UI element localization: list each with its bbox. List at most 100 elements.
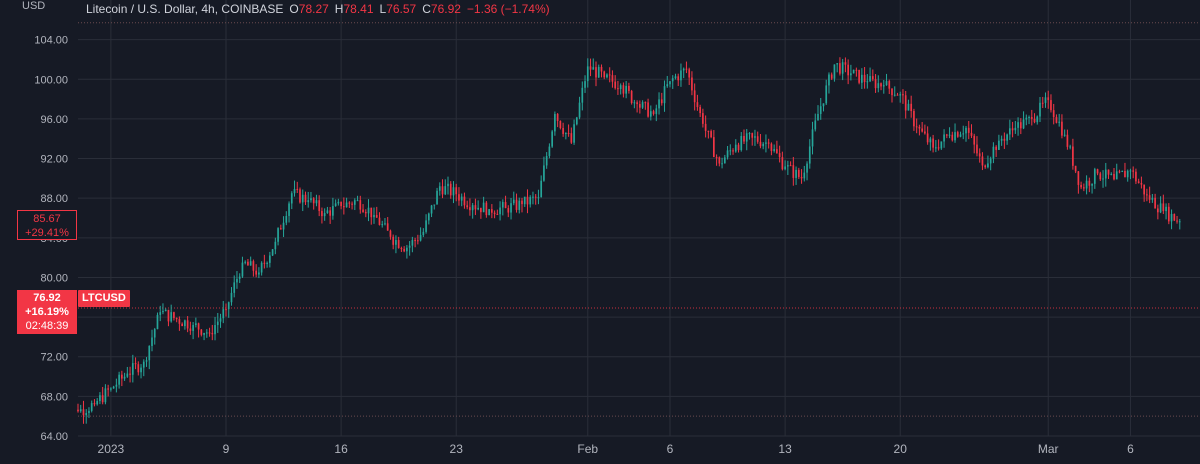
candle-body bbox=[959, 134, 962, 137]
candle-body bbox=[107, 388, 109, 390]
candle-body bbox=[282, 222, 285, 230]
candle-body bbox=[452, 187, 455, 196]
candle-body bbox=[1036, 116, 1039, 123]
candle-body bbox=[532, 196, 534, 198]
candle-body bbox=[882, 85, 885, 87]
candle-body bbox=[674, 76, 677, 79]
candle-body bbox=[400, 247, 403, 250]
candle-body bbox=[600, 66, 603, 72]
high-key: H bbox=[334, 2, 344, 16]
candle-body bbox=[123, 376, 126, 379]
candle-body bbox=[888, 81, 891, 89]
candle-body bbox=[403, 249, 405, 252]
candle-body bbox=[893, 94, 896, 96]
candle-body bbox=[159, 312, 162, 315]
candle-body bbox=[208, 332, 211, 334]
candle-body bbox=[1165, 206, 1167, 212]
candle-body bbox=[839, 63, 841, 74]
candle-body bbox=[1176, 220, 1178, 222]
x-tick-label: 16 bbox=[334, 442, 348, 456]
candle-body bbox=[499, 207, 501, 215]
candle-body bbox=[904, 95, 907, 111]
candle-body bbox=[644, 102, 647, 104]
candle-body bbox=[559, 120, 562, 129]
candle-body bbox=[924, 131, 926, 134]
candle-body bbox=[880, 83, 882, 87]
candle-body bbox=[1033, 118, 1036, 123]
candle-body bbox=[984, 165, 987, 168]
candle-body bbox=[891, 88, 893, 96]
candle-body bbox=[1162, 203, 1165, 212]
candle-body bbox=[830, 74, 833, 79]
candle-body bbox=[825, 85, 828, 104]
candle-body bbox=[534, 196, 537, 198]
y-tick-label: 100.00 bbox=[34, 74, 68, 86]
candle-body bbox=[902, 94, 904, 96]
candle-body bbox=[296, 189, 299, 191]
candle-body bbox=[1148, 195, 1151, 200]
candle-body bbox=[474, 205, 477, 210]
candle-body bbox=[713, 137, 715, 158]
candle-body bbox=[767, 142, 770, 144]
candle-body bbox=[230, 292, 233, 303]
candle-body bbox=[356, 200, 359, 202]
last-change: +16.19% bbox=[25, 306, 69, 318]
candle-body bbox=[1006, 134, 1008, 141]
candle-body bbox=[438, 186, 441, 191]
last-price: 76.92 bbox=[33, 292, 61, 304]
candle-body bbox=[540, 180, 543, 198]
candle-body bbox=[148, 345, 151, 361]
candle-body bbox=[274, 241, 277, 250]
candle-body bbox=[896, 94, 899, 96]
candle-body bbox=[501, 202, 504, 208]
candle-body bbox=[822, 103, 825, 107]
candle-body bbox=[422, 231, 425, 236]
candle-body bbox=[460, 196, 463, 201]
candle-body bbox=[556, 113, 559, 121]
candle-body bbox=[304, 194, 307, 203]
candle-body bbox=[216, 321, 219, 326]
candle-body bbox=[288, 203, 290, 216]
candle-body bbox=[723, 157, 726, 164]
candle-body bbox=[121, 374, 123, 379]
y-tick-label: 72.00 bbox=[40, 352, 68, 364]
candle-body bbox=[756, 136, 759, 142]
candle-body bbox=[726, 150, 729, 158]
candle-body bbox=[619, 85, 622, 89]
candle-body bbox=[471, 205, 474, 211]
candle-body bbox=[811, 129, 814, 147]
change-value: −1.36 (−1.74%) bbox=[466, 2, 550, 16]
candle-body bbox=[397, 240, 400, 248]
candle-body bbox=[189, 328, 192, 331]
candle-body bbox=[200, 329, 203, 335]
candle-body bbox=[1052, 110, 1055, 118]
candle-body bbox=[597, 66, 600, 78]
candle-body bbox=[1146, 194, 1148, 196]
candle-body bbox=[759, 141, 762, 147]
candle-body bbox=[162, 311, 164, 313]
candle-body bbox=[482, 202, 485, 213]
candle-body bbox=[129, 373, 131, 375]
candle-body bbox=[79, 409, 82, 412]
candle-body bbox=[828, 74, 830, 86]
candle-body bbox=[381, 224, 384, 226]
candle-body bbox=[269, 255, 271, 263]
candle-body bbox=[197, 323, 200, 330]
candle-body bbox=[847, 64, 849, 76]
candle-body bbox=[312, 198, 315, 204]
candle-body bbox=[745, 133, 748, 142]
candle-body bbox=[770, 143, 773, 151]
candle-body bbox=[1157, 208, 1159, 213]
candle-body bbox=[241, 262, 244, 277]
candle-body bbox=[249, 261, 252, 266]
candle-body bbox=[537, 197, 540, 199]
candle-body bbox=[748, 133, 751, 135]
candle-body bbox=[647, 102, 649, 117]
candle-body bbox=[362, 209, 364, 213]
candle-body bbox=[178, 319, 181, 324]
candle-body bbox=[512, 199, 515, 204]
candle-body bbox=[184, 320, 186, 327]
y-tick-label: 80.00 bbox=[40, 272, 68, 284]
